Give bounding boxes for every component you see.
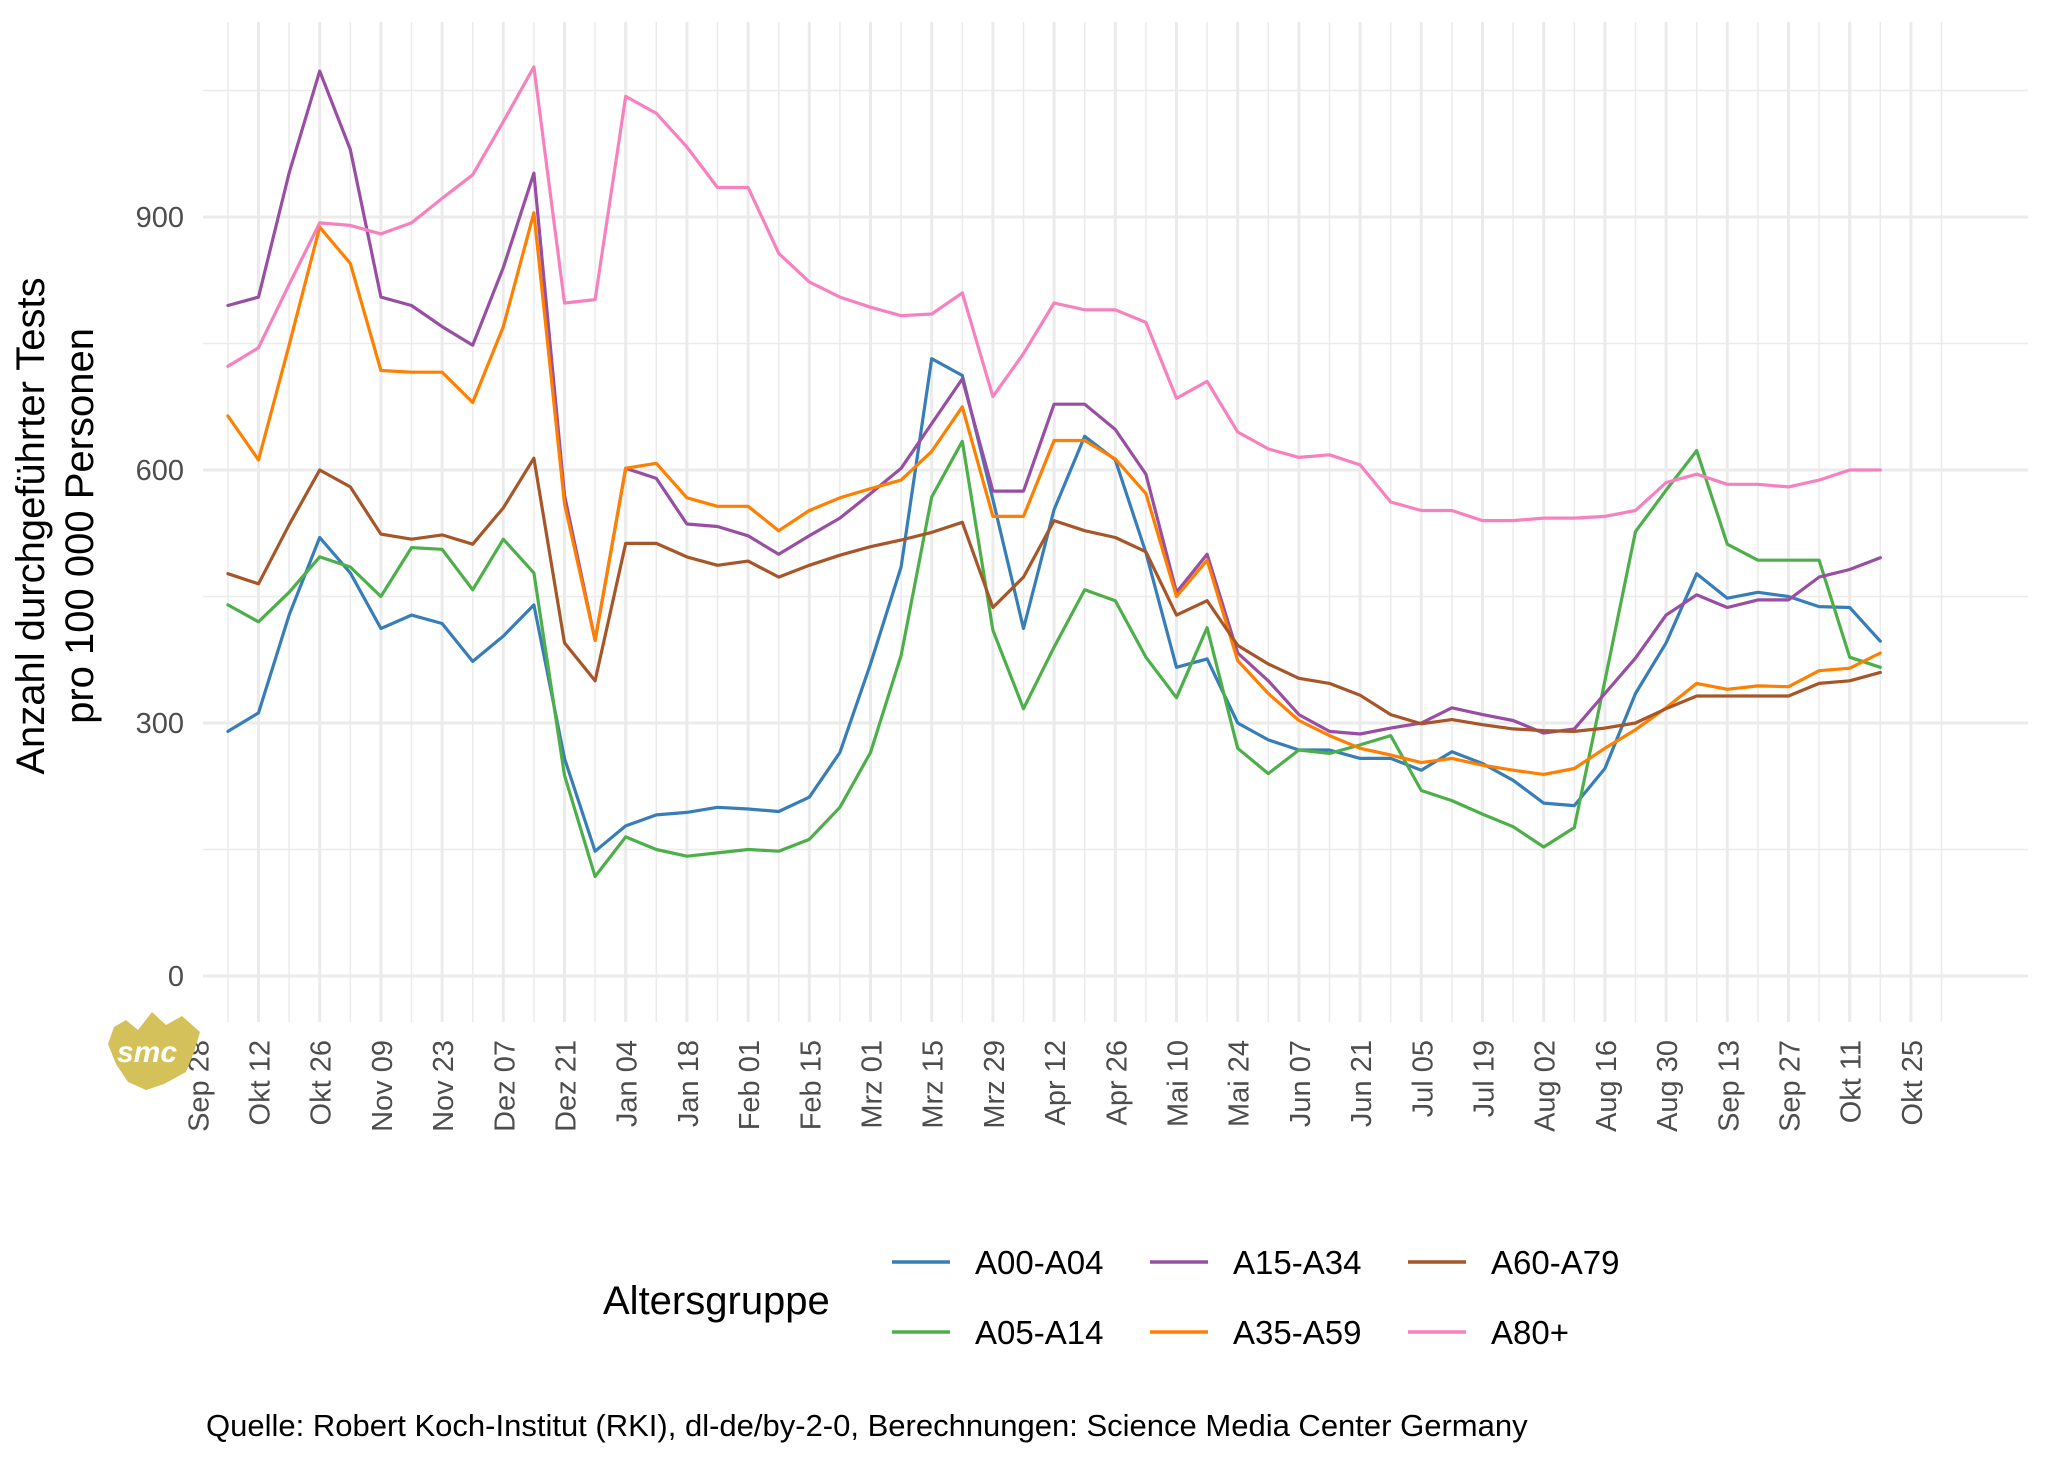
- x-tick-label: Okt 25: [1897, 1040, 1929, 1125]
- x-tick-label: Mai 24: [1224, 1040, 1256, 1127]
- legend-title: Altersgruppe: [603, 1279, 830, 1323]
- legend-label: A60-A79: [1491, 1244, 1619, 1281]
- y-tick-label: 0: [168, 961, 184, 993]
- x-tick-label: Okt 11: [1836, 1040, 1868, 1123]
- series-line-a35-a59: [226, 211, 1882, 777]
- x-tick-label: Mrz 29: [979, 1040, 1011, 1129]
- x-tick-label: Mai 10: [1163, 1040, 1195, 1127]
- legend-items: A00-A04 A05-A14 A15-A34 A35-A59 A60-A79 A80+: [892, 1244, 1619, 1351]
- x-tick-label: Jan 04: [612, 1040, 644, 1127]
- logo-text: smc: [117, 1036, 177, 1069]
- x-tick-label: Aug 02: [1530, 1040, 1562, 1132]
- x-tick-label: Apr 12: [1040, 1040, 1072, 1125]
- y-tick-label: 900: [136, 202, 184, 234]
- x-tick-label: Okt 12: [245, 1040, 277, 1125]
- x-tick-label: Dez 21: [551, 1040, 583, 1132]
- logo-shape: [108, 1012, 200, 1090]
- x-tick-label: Jul 05: [1407, 1040, 1439, 1117]
- x-tick-label: Feb 01: [734, 1040, 766, 1130]
- legend: Altersgruppe A00-A04 A05-A14 A15-A34 A35-A5…: [603, 1244, 1619, 1351]
- x-tick-label: Mrz 15: [918, 1040, 950, 1129]
- series-line-a00-a04: [226, 357, 1882, 853]
- x-tick-label: Jan 18: [673, 1040, 705, 1127]
- x-tick-label: Mrz 01: [857, 1040, 889, 1129]
- x-tick-label: Nov 09: [367, 1040, 399, 1132]
- series-line-a05-a14: [226, 439, 1882, 879]
- x-tick-label: Nov 23: [428, 1040, 460, 1132]
- x-tick-label: Aug 30: [1652, 1040, 1684, 1132]
- legend-label: A05-A14: [975, 1314, 1103, 1351]
- smc-logo: smc: [108, 1012, 200, 1090]
- y-tick-label: 600: [136, 455, 184, 487]
- x-tick-label: Okt 26: [306, 1040, 338, 1125]
- x-axis-ticks: Sep 28 Okt 12 Okt 26 Nov 09 Nov 23 Dez 07 Dez …: [183, 1040, 1929, 1132]
- caption: Quelle: Robert Koch-Institut (RKI), dl-d…: [206, 1408, 1528, 1443]
- x-tick-label: Dez 07: [489, 1040, 521, 1132]
- series-line-a15-a34: [226, 69, 1882, 736]
- x-tick-label: Aug 16: [1591, 1040, 1623, 1132]
- x-tick-label: Apr 26: [1101, 1040, 1133, 1125]
- x-tick-label: Sep 13: [1713, 1040, 1745, 1132]
- y-tick-label: 300: [136, 708, 184, 740]
- y-axis-title-line-2: pro 100 000 Personen: [58, 328, 102, 724]
- x-tick-label: Sep 27: [1775, 1040, 1807, 1132]
- y-axis-title-line-1: Anzahl durchgeführter Tests: [9, 277, 53, 774]
- x-tick-label: Feb 15: [795, 1040, 827, 1130]
- x-tick-label: Jun 07: [1285, 1040, 1317, 1127]
- legend-label: A35-A59: [1233, 1314, 1361, 1351]
- x-tick-label: Jul 19: [1469, 1040, 1501, 1117]
- y-axis-ticks: 0 300 600 900: [136, 202, 184, 993]
- legend-label: A00-A04: [975, 1244, 1103, 1281]
- legend-label: A80+: [1491, 1314, 1569, 1351]
- x-tick-label: Jun 21: [1346, 1040, 1378, 1127]
- series-line-a60-a79: [226, 456, 1882, 734]
- series-lines: [226, 65, 1882, 879]
- grid: [203, 22, 2028, 1022]
- series-line-a80+: [226, 65, 1882, 523]
- legend-label: A15-A34: [1233, 1244, 1361, 1281]
